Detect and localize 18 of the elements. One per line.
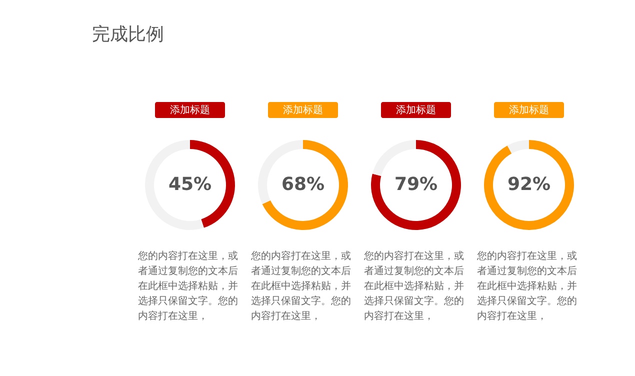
text: 完成比例 [92,24,164,45]
donut-slice [484,140,574,230]
donut-slice [262,140,348,230]
chart-title: 添加标题 [396,104,436,116]
text: 您的内容打在这里，或者通过复制您的文本后在此框中选择粘贴，并选择只保留文字。您的内容打在这里， [137,250,238,322]
text: 您的内容打在这里，或者通过复制您的文本后在此框中选择粘贴，并选择只保留文字。您的内容打在这里， [476,250,577,322]
data-label: 79% [394,174,438,195]
data-label: 92% [507,174,551,195]
donut-slice [371,140,461,230]
data-label: 68% [281,174,325,195]
chart-title: 添加标题 [509,104,549,116]
text: 您的内容打在这里，或者通过复制您的文本后在此框中选择粘贴，并选择只保留文字。您的内容打在这里， [363,250,464,322]
text: 您的内容打在这里，或者通过复制您的文本后在此框中选择粘贴，并选择只保留文字。您的内容打在这里， [250,250,351,322]
chart-title: 添加标题 [283,104,323,116]
chart-title: 添加标题 [170,104,210,116]
donut-slice [507,140,529,154]
data-label: 45% [168,174,212,195]
donut-slice [372,140,416,176]
